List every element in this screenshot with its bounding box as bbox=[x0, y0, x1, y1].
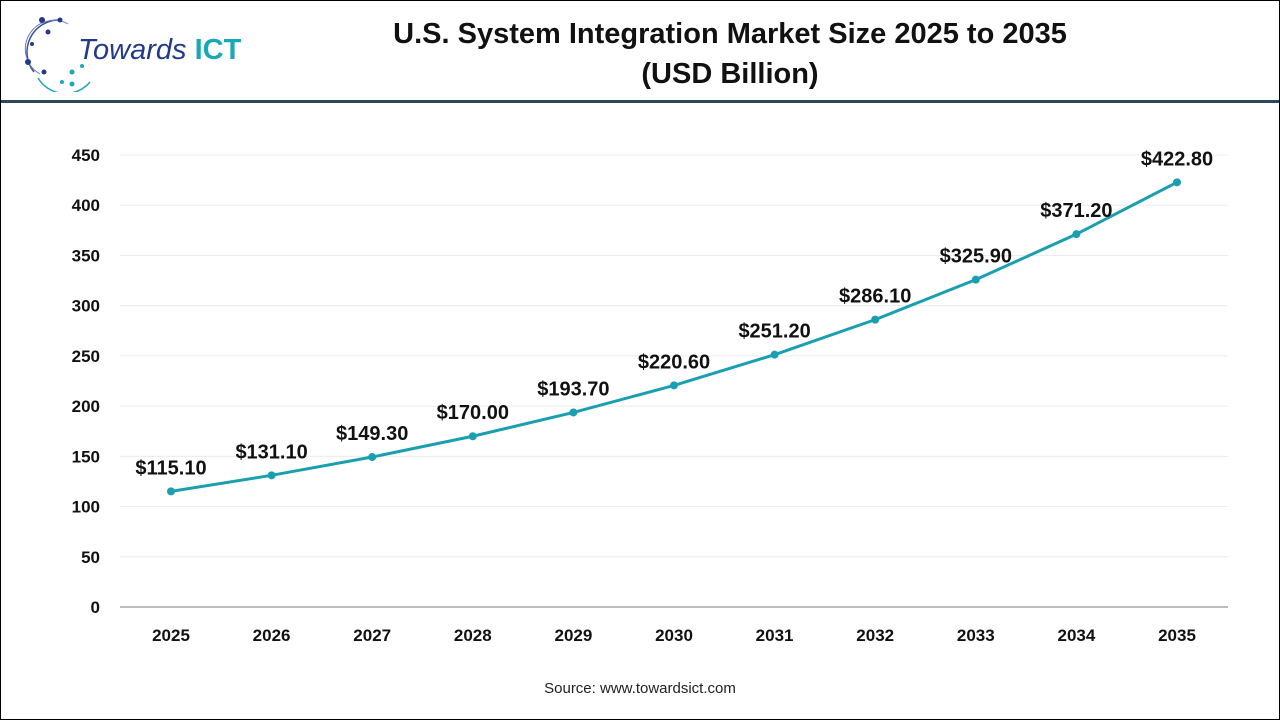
y-tick-label: 250 bbox=[72, 347, 100, 366]
x-tick-label: 2029 bbox=[554, 626, 592, 645]
title-line-1: U.S. System Integration Market Size 2025… bbox=[393, 18, 1067, 50]
data-label: $286.10 bbox=[839, 286, 911, 308]
data-label: $170.00 bbox=[437, 402, 509, 424]
data-label: $193.70 bbox=[537, 378, 609, 400]
y-tick-label: 150 bbox=[72, 447, 100, 466]
data-point bbox=[368, 453, 377, 462]
data-label: $115.10 bbox=[135, 457, 206, 479]
x-tick-label: 2027 bbox=[353, 626, 391, 645]
x-tick-label: 2025 bbox=[152, 626, 190, 645]
logo-circuit-icon bbox=[24, 17, 91, 92]
data-point bbox=[670, 381, 678, 390]
data-point bbox=[1173, 178, 1181, 187]
data-label: $131.10 bbox=[235, 441, 307, 463]
y-tick-label: 300 bbox=[72, 297, 100, 316]
data-label: $422.80 bbox=[1141, 148, 1213, 170]
x-tick-label: 2034 bbox=[1057, 626, 1095, 645]
y-tick-label: 0 bbox=[91, 598, 100, 617]
data-point bbox=[267, 471, 276, 480]
y-tick-label: 50 bbox=[81, 548, 100, 567]
x-tick-label: 2026 bbox=[253, 626, 291, 645]
header-divider bbox=[1, 100, 1279, 103]
x-tick-label: 2033 bbox=[957, 626, 995, 645]
x-tick-label: 2030 bbox=[655, 626, 693, 645]
data-point bbox=[971, 275, 980, 284]
data-point bbox=[569, 408, 578, 417]
x-tick-label: 2028 bbox=[454, 626, 492, 645]
logo-main: Towards bbox=[78, 34, 187, 66]
data-point bbox=[770, 350, 779, 359]
y-tick-label: 400 bbox=[72, 196, 100, 215]
data-point bbox=[468, 432, 477, 441]
y-tick-label: 450 bbox=[72, 146, 100, 165]
data-point bbox=[1072, 230, 1081, 239]
logo-text: Towards ICT bbox=[78, 34, 241, 67]
data-label: $325.90 bbox=[940, 246, 1012, 268]
x-tick-label: 2031 bbox=[756, 626, 794, 645]
y-tick-label: 350 bbox=[72, 246, 100, 265]
series-line bbox=[170, 180, 1178, 493]
data-label: $220.60 bbox=[638, 351, 710, 373]
x-tick-label: 2032 bbox=[856, 626, 894, 645]
data-point bbox=[871, 315, 880, 324]
source-note: Source: www.towardsict.com bbox=[544, 680, 736, 697]
data-label: $251.20 bbox=[738, 321, 810, 343]
x-tick-label: 2035 bbox=[1158, 626, 1196, 645]
chart-title: U.S. System Integration Market Size 2025… bbox=[300, 14, 1160, 94]
data-point bbox=[167, 487, 175, 496]
y-tick-label: 200 bbox=[72, 397, 100, 416]
logo-accent: ICT bbox=[194, 34, 242, 66]
logo: Towards ICT bbox=[20, 12, 241, 92]
title-line-2: (USD Billion) bbox=[641, 58, 819, 90]
data-label: $371.20 bbox=[1040, 200, 1112, 222]
data-label: $149.30 bbox=[336, 423, 408, 445]
y-tick-label: 100 bbox=[72, 498, 100, 517]
